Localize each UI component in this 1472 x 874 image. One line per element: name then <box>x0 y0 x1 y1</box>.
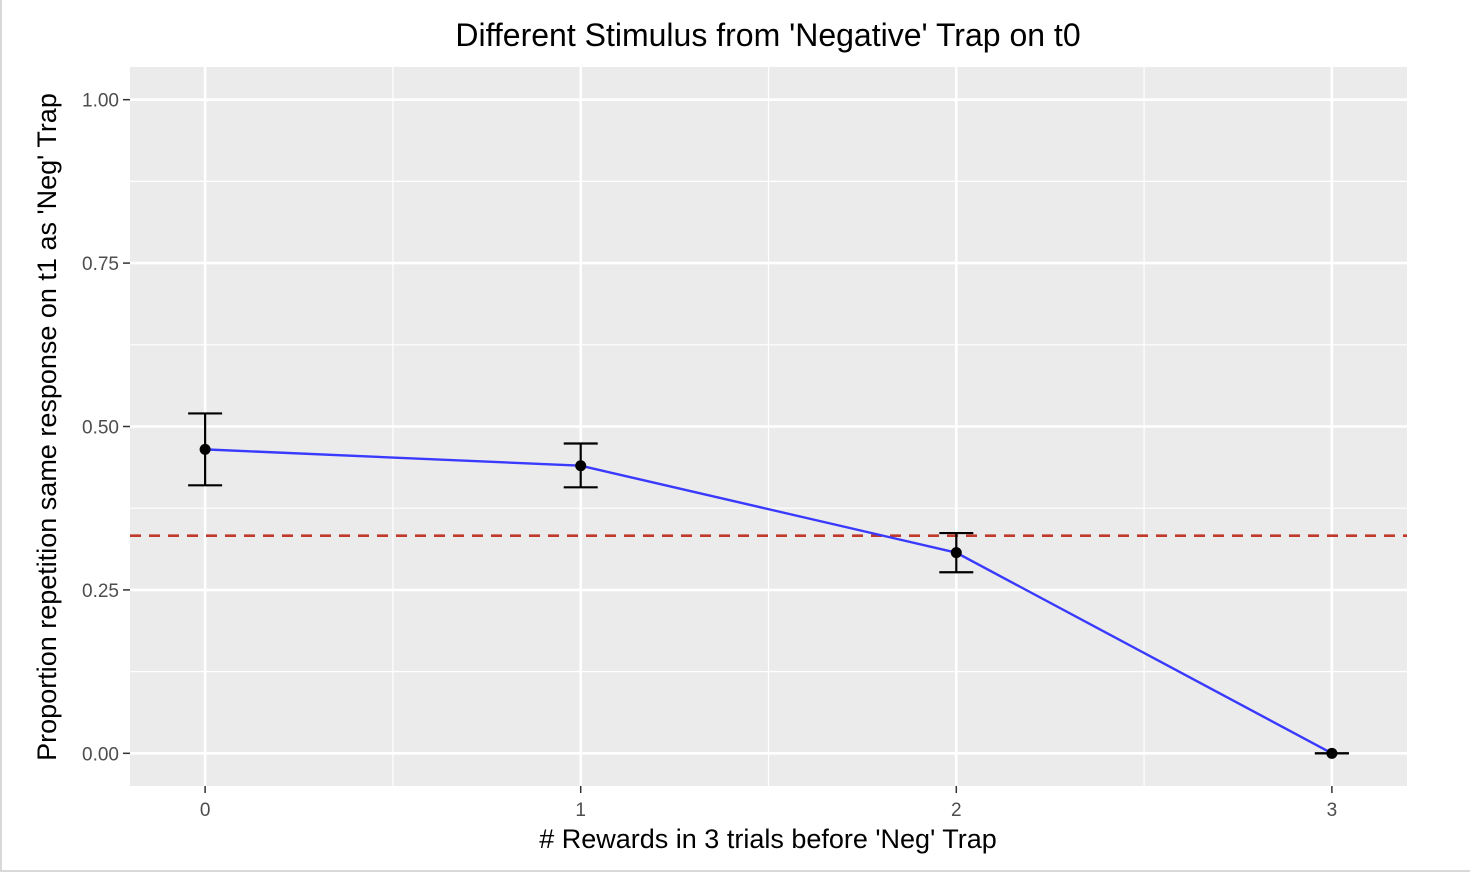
y-tick-label: 0.50 <box>82 418 119 439</box>
y-tick-label: 0.00 <box>82 744 119 765</box>
data-point <box>575 460 587 472</box>
y-axis: 0.00 0.25 0.50 0.75 1.00 <box>82 91 130 765</box>
data-point <box>199 443 211 455</box>
series-line <box>205 448 1333 755</box>
y-tick-label: 1.00 <box>82 91 119 112</box>
x-axis-title: # Rewards in 3 trials before 'Neg' Trap <box>539 824 997 854</box>
x-axis: 0 1 2 3 <box>200 786 1337 821</box>
x-tick-label: 1 <box>575 800 586 821</box>
x-tick-label: 3 <box>1327 800 1338 821</box>
data-point <box>1326 747 1338 759</box>
data-point <box>950 547 962 559</box>
y-tick-label: 0.25 <box>82 581 119 602</box>
y-tick-label: 0.75 <box>82 254 119 275</box>
y-axis-title: Proportion repetition same response on t… <box>32 93 62 761</box>
series-layer <box>188 412 1349 759</box>
x-tick-label: 2 <box>951 800 962 821</box>
x-tick-label: 0 <box>200 800 211 821</box>
chart-title: Different Stimulus from 'Negative' Trap … <box>455 17 1080 53</box>
